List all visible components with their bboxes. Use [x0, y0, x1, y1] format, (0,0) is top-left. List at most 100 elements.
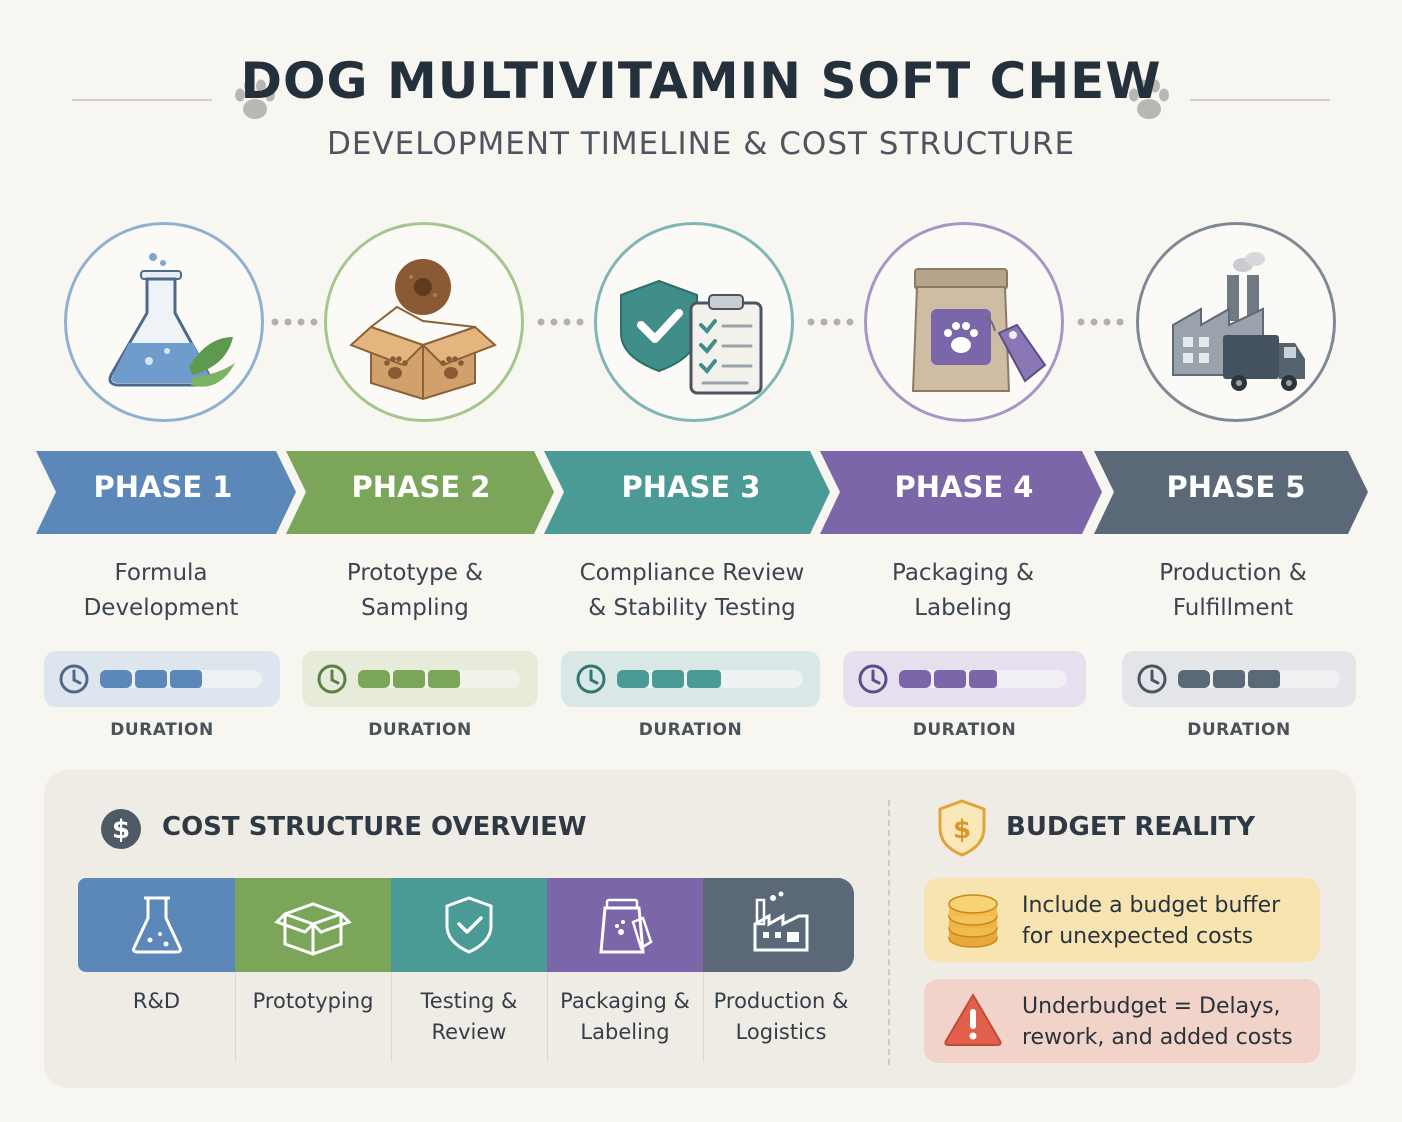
phase-2-chevron: [286, 451, 554, 534]
box-icon: [274, 902, 352, 956]
cost-segment-testing: [391, 878, 547, 972]
budget-buffer-line2: for unexpected costs: [1022, 924, 1254, 949]
segment-divider: [391, 972, 392, 1062]
warning-icon: [944, 994, 1002, 1046]
cost-segment-prototyping: [235, 878, 391, 972]
phase-1-duration-pill: [44, 651, 280, 707]
cost-label-packaging: Packaging & Labeling: [547, 986, 703, 1048]
cost-label-testing: Testing & Review: [391, 986, 547, 1048]
clock-icon: [576, 664, 606, 694]
header-rule-left: [72, 99, 212, 101]
header-rule-right: [1190, 99, 1330, 101]
underbudget-line2: rework, and added costs: [1022, 1025, 1293, 1050]
clock-icon: [59, 664, 89, 694]
phase-2-duration-label: DURATION: [368, 720, 472, 740]
phase-4-duration-pill: [843, 651, 1086, 707]
bag-tag-icon: [911, 268, 1047, 392]
clock-icon: [317, 664, 347, 694]
phase-5-description: Production & Fulfillment: [1108, 556, 1358, 626]
phase-1-desc-line1: Formula: [114, 560, 208, 586]
cost-label-line1: Testing &: [420, 989, 518, 1013]
phase-3-desc-line2: & Stability Testing: [588, 595, 796, 621]
phase-4-description: Packaging & Labeling: [838, 556, 1088, 626]
phase-2-duration-pill: [302, 651, 538, 707]
budget-buffer-line1: Include a budget buffer: [1022, 893, 1281, 918]
page-title: DOG MULTIVITAMIN SOFT CHEW: [240, 52, 1162, 110]
connector-dots: [807, 318, 854, 326]
phase-2-desc-line2: Sampling: [361, 595, 469, 621]
phase-1-desc-line2: Development: [83, 595, 239, 621]
duration-bar: [576, 664, 803, 694]
coins-icon: [948, 894, 998, 948]
underbudget-line1: Underbudget = Delays,: [1022, 994, 1281, 1019]
paw-icon: [235, 79, 275, 119]
phase-4-desc-line1: Packaging &: [892, 560, 1034, 586]
flask-leaf-icon: [108, 253, 235, 387]
phase-4-desc-line2: Labeling: [914, 595, 1012, 621]
phase-5-label: PHASE 5: [1166, 470, 1306, 504]
phase-2-description: Prototype & Sampling: [290, 556, 540, 626]
shield-clipboard-icon: [620, 279, 763, 395]
box-chew-icon: [349, 259, 497, 401]
phase-5-circle: [1136, 222, 1336, 422]
phase-3-desc-line1: Compliance Review: [579, 560, 805, 586]
underbudget-text: Underbudget = Delays, rework, and added …: [1022, 991, 1312, 1053]
phase-5-duration-pill: [1122, 651, 1356, 707]
cost-label-line2: Labeling: [580, 1020, 670, 1044]
phase-3-label: PHASE 3: [621, 470, 761, 504]
phase-3-chevron: [544, 451, 830, 534]
phase-3-description: Compliance Review & Stability Testing: [554, 556, 830, 626]
cost-segment-rnd: [78, 878, 235, 972]
cost-label-rnd: R&D: [78, 986, 235, 1017]
phase-3-duration-label: DURATION: [638, 720, 743, 740]
phase-5-duration-label: DURATION: [1187, 720, 1291, 740]
phase-4-duration-label: DURATION: [912, 720, 1017, 740]
phase-4-label: PHASE 4: [894, 470, 1034, 504]
cost-label-line2: Logistics: [735, 1020, 827, 1044]
underbudget-card: [924, 979, 1320, 1063]
dollar-icon: $: [101, 809, 141, 849]
connector-dots: [1077, 318, 1124, 326]
cost-label-line1: Production &: [713, 989, 849, 1013]
phase-5-chevron: [1094, 451, 1368, 534]
phase-1-label: PHASE 1: [93, 470, 233, 504]
phase-2-circle: [324, 222, 524, 422]
factory-icon: [753, 891, 809, 952]
phase-1-description: Formula Development: [36, 556, 286, 626]
segment-divider: [235, 972, 236, 1062]
segment-divider: [547, 972, 548, 1062]
cost-label-line1: Packaging &: [560, 989, 690, 1013]
budget-buffer-text: Include a budget buffer for unexpected c…: [1022, 890, 1312, 952]
phase-5-desc-line2: Fulfillment: [1172, 595, 1294, 621]
phase-2-desc-line1: Prototype &: [346, 560, 484, 586]
shield-check-icon: [445, 896, 493, 954]
svg-text:$: $: [112, 815, 130, 845]
cost-label-line2: Review: [431, 1020, 507, 1044]
phase-1-circle: [64, 222, 264, 422]
cost-segment-production: [703, 878, 854, 972]
phase-4-circle: [864, 222, 1064, 422]
cost-structure-title: COST STRUCTURE OVERVIEW: [162, 812, 587, 842]
duration-bar: [317, 664, 520, 694]
phase-1-chevron: [36, 451, 296, 534]
phase-4-chevron: [820, 451, 1102, 534]
duration-bar: [858, 664, 1067, 694]
clock-icon: [858, 664, 888, 694]
shield-dollar-icon: $: [938, 799, 986, 857]
page-subtitle: DEVELOPMENT TIMELINE & COST STRUCTURE: [326, 126, 1076, 162]
phase-3-circle: [594, 222, 794, 422]
panel-divider: [888, 800, 890, 1065]
connector-dots: [271, 318, 318, 326]
cost-label-line1: Prototyping: [252, 989, 374, 1013]
phase-1-duration-label: DURATION: [110, 720, 214, 740]
bag-icon: [599, 898, 653, 954]
segment-divider: [703, 972, 704, 1062]
clock-icon: [1137, 664, 1167, 694]
cost-label-production: Production & Logistics: [703, 986, 859, 1048]
factory-truck-icon: [1172, 252, 1305, 391]
cost-segment-packaging: [547, 878, 703, 972]
duration-bar: [59, 664, 262, 694]
connector-dots: [537, 318, 584, 326]
phase-3-duration-pill: [561, 651, 820, 707]
duration-bar: [1137, 664, 1340, 694]
